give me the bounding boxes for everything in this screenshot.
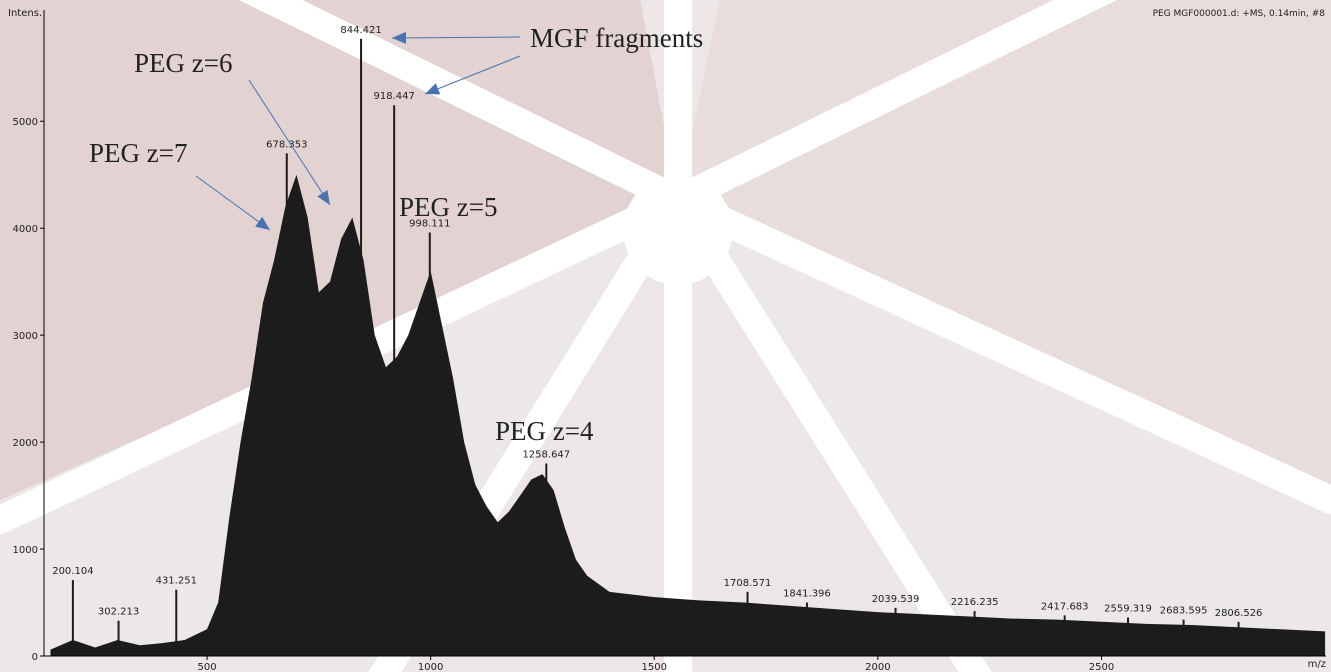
peak-label: 302.213 <box>98 607 139 618</box>
y-tick-label: 4000 <box>13 224 38 235</box>
chart: Intens. m/z PEG MGF000001.d: +MS, 0.14mi… <box>0 0 1331 672</box>
peak-label: 2417.683 <box>1041 601 1089 612</box>
y-axis-label: Intens. <box>8 8 42 19</box>
y-tick-label: 2000 <box>13 438 38 449</box>
peak-label: 1708.571 <box>724 578 772 589</box>
x-axis-label: m/z <box>1308 659 1326 670</box>
y-tick-label: 0 <box>32 652 38 663</box>
annotation: PEG z=6 <box>134 48 232 78</box>
peak-label: 918.447 <box>373 91 414 102</box>
peak-label: 2683.595 <box>1160 606 1208 617</box>
y-tick-label: 3000 <box>13 331 38 342</box>
peak-label: 678.353 <box>266 139 307 150</box>
peak-label: 1841.396 <box>783 589 831 600</box>
x-tick-label: 500 <box>197 662 216 672</box>
chart-title: PEG MGF000001.d: +MS, 0.14min, #8 <box>1153 9 1326 19</box>
peak-label: 2559.319 <box>1104 603 1152 614</box>
x-tick-label: 2000 <box>865 662 890 672</box>
y-tick-label: 5000 <box>13 117 38 128</box>
x-tick-label: 1000 <box>418 662 443 672</box>
peak-label: 844.421 <box>340 25 381 36</box>
y-tick-label: 1000 <box>13 545 38 556</box>
background <box>0 0 1331 672</box>
peak-label: 2806.526 <box>1215 608 1263 619</box>
annotation: MGF fragments <box>530 23 703 53</box>
peak-label: 431.251 <box>156 576 197 587</box>
x-tick-label: 1500 <box>642 662 667 672</box>
annotation: PEG z=5 <box>399 192 497 222</box>
peak-label: 200.104 <box>52 566 93 577</box>
peak-label: 2039.539 <box>872 594 920 605</box>
annotation: PEG z=4 <box>495 416 594 446</box>
peak-label: 1258.647 <box>522 449 570 460</box>
peak-label: 2216.235 <box>951 597 999 608</box>
annotation: PEG z=7 <box>89 138 187 168</box>
x-tick-label: 2500 <box>1089 662 1114 672</box>
